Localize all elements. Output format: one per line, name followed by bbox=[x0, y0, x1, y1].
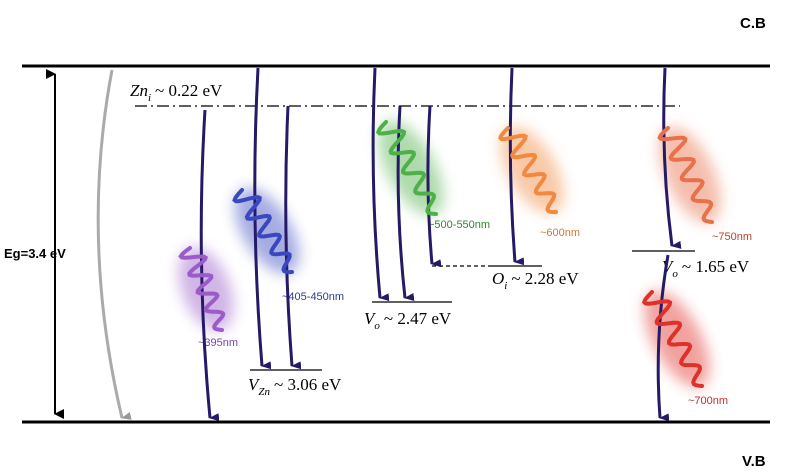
symbol: V bbox=[248, 375, 261, 394]
gap-label: Eg=3.4 eV bbox=[4, 246, 66, 261]
emission-glow bbox=[178, 247, 234, 331]
wavelength-label: ~700nm bbox=[688, 395, 728, 407]
emission-wave bbox=[375, 120, 438, 216]
emission-wave bbox=[657, 126, 714, 224]
wavelength-label: ~405-450nm bbox=[282, 291, 344, 303]
emission-wave bbox=[232, 188, 294, 275]
emission-wave bbox=[178, 246, 226, 332]
level-label: Oi ~ 2.28 eV bbox=[492, 269, 579, 292]
level-label: Vo ~ 1.65 eV bbox=[662, 257, 750, 280]
subscript: Zn bbox=[258, 386, 270, 398]
wavelength-label: ~500-550nm bbox=[428, 219, 490, 231]
subscript: o bbox=[374, 320, 380, 332]
emission-glow bbox=[234, 188, 300, 274]
transition-arrow bbox=[508, 67, 525, 266]
emission-wave bbox=[498, 126, 558, 214]
symbol: V bbox=[364, 309, 377, 328]
subscript: o bbox=[672, 268, 678, 280]
level-label: Vo ~ 2.47 eV bbox=[364, 309, 452, 332]
energy: ~ 2.47 eV bbox=[384, 309, 452, 328]
transition-arrow bbox=[656, 254, 670, 422]
symbol: Zn bbox=[130, 81, 148, 100]
subscript: i bbox=[504, 280, 507, 292]
transition-arrow bbox=[662, 67, 682, 249]
transition-arrow bbox=[396, 105, 415, 301]
emission-glow bbox=[500, 126, 564, 214]
level-label: Zni ~ 0.22 eV bbox=[130, 81, 223, 104]
transition-arrow bbox=[371, 67, 390, 302]
energy: ~ 1.65 eV bbox=[682, 257, 750, 276]
energy: ~ 3.06 eV bbox=[274, 375, 342, 394]
energy: ~ 0.22 eV bbox=[155, 81, 223, 100]
transition-arrow bbox=[426, 105, 442, 268]
transition-arrow bbox=[284, 105, 302, 370]
energy: ~ 2.28 eV bbox=[511, 269, 579, 288]
vb-label: V.B bbox=[742, 453, 766, 470]
transition-arrow bbox=[96, 69, 132, 420]
level-label: VZn ~ 3.06 eV bbox=[248, 375, 342, 398]
cb-label: C.B bbox=[740, 15, 766, 32]
subscript: i bbox=[148, 92, 151, 104]
wavelength-label: ~750nm bbox=[712, 231, 752, 243]
symbol: O bbox=[492, 269, 504, 288]
wavelength-label: ~600nm bbox=[540, 227, 580, 239]
emission-wave bbox=[641, 290, 704, 388]
wavelength-label: ~395nm bbox=[198, 337, 238, 349]
